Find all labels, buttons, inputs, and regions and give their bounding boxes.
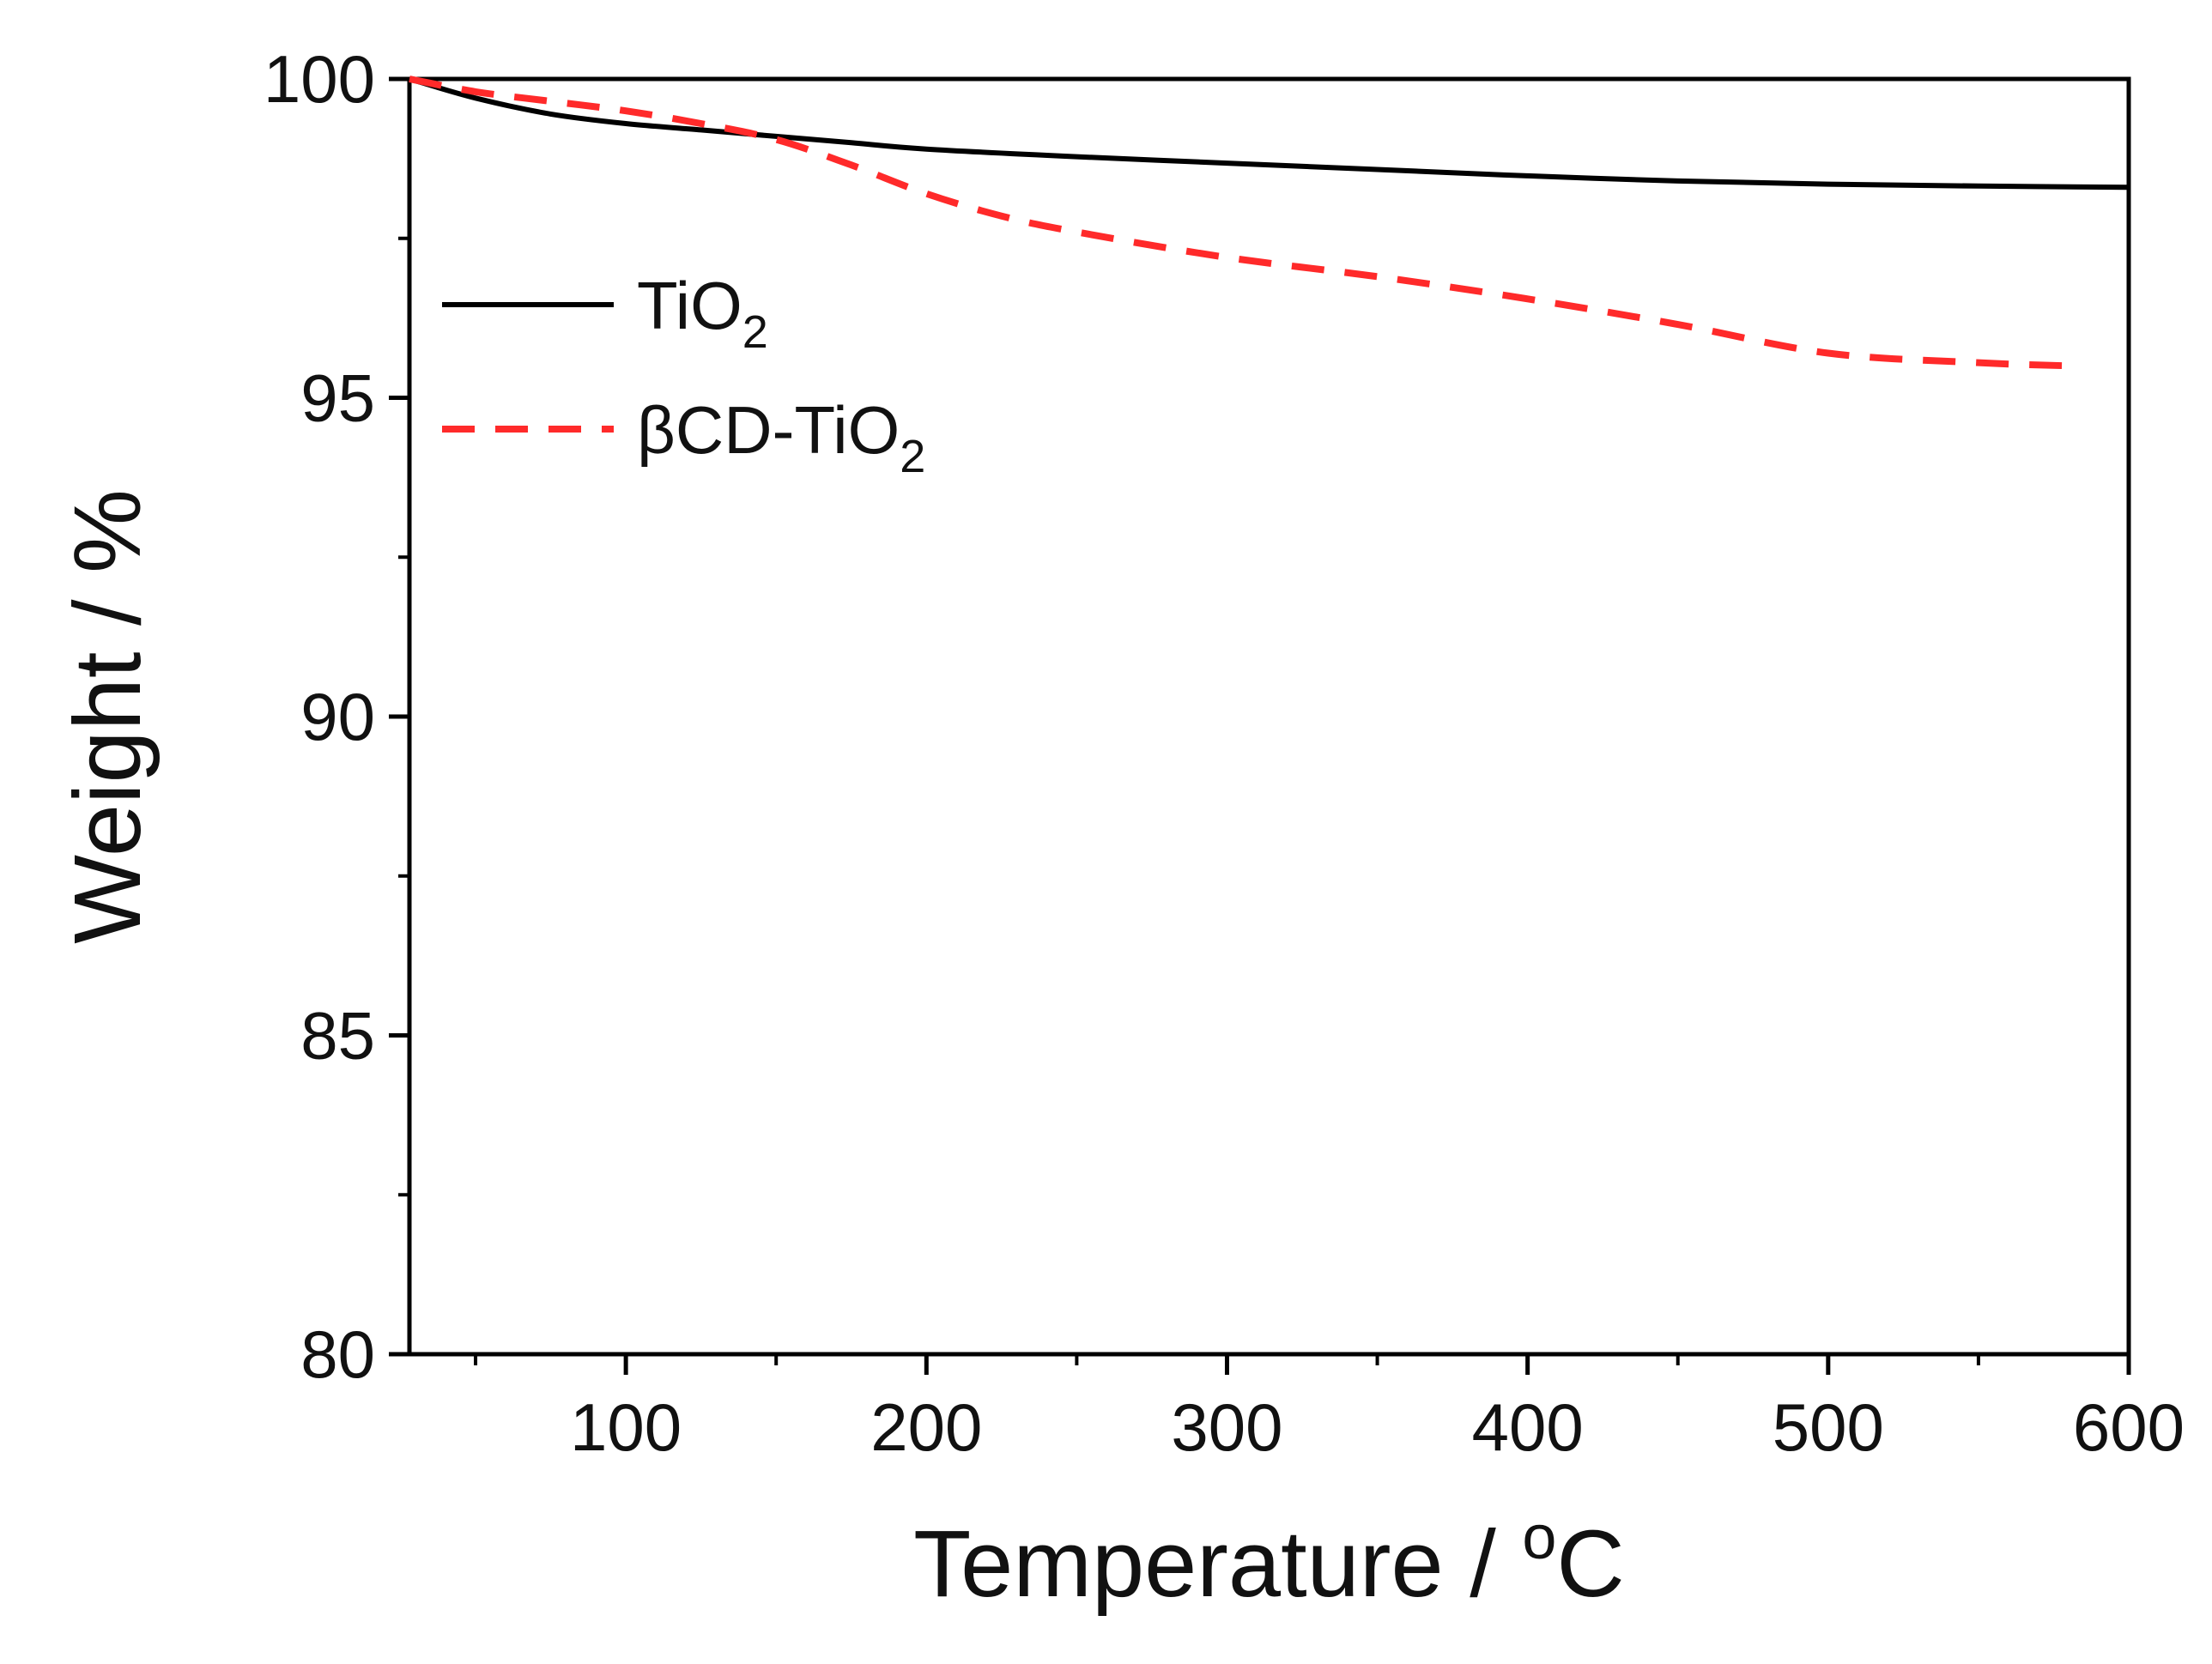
x-tick-label: 100 <box>570 1389 682 1465</box>
series-layer <box>409 76 2130 370</box>
x-tick-label: 600 <box>2073 1389 2185 1465</box>
x-axis: 100 200 300 400 500 600 <box>474 1354 2185 1465</box>
y-axis: 80 85 90 95 100 <box>264 41 409 1392</box>
legend-label-bcd-tio2: βCD-TiO2 <box>637 392 925 482</box>
y-tick-label: 95 <box>300 360 375 436</box>
y-tick-label: 85 <box>300 998 375 1074</box>
y-axis-title: Weight / % <box>55 489 161 944</box>
x-tick-label: 300 <box>1171 1389 1282 1465</box>
legend-label-subscript: 2 <box>742 306 768 358</box>
legend-label-main: βCD-TiO <box>637 392 900 468</box>
series-line-tio2 <box>409 76 2130 191</box>
x-tick-label: 200 <box>870 1389 982 1465</box>
series-line-bcd-tio2 <box>409 76 2070 370</box>
legend-label-subscript: 2 <box>900 431 925 482</box>
x-tick-label: 500 <box>1773 1389 1884 1465</box>
x-axis-title: Temperature / oC <box>913 1504 1625 1617</box>
x-tick-label: 400 <box>1472 1389 1584 1465</box>
x-axis-title-degree-sup: o <box>1522 1504 1556 1572</box>
x-axis-title-text: Temperature / <box>913 1511 1522 1617</box>
legend-label-main: TiO <box>637 268 742 343</box>
y-tick-label: 80 <box>300 1316 375 1392</box>
x-axis-title-unit: C <box>1556 1511 1624 1617</box>
y-tick-label: 90 <box>300 679 375 754</box>
legend-label-tio2: TiO2 <box>637 268 768 358</box>
y-tick-label: 100 <box>264 41 375 117</box>
